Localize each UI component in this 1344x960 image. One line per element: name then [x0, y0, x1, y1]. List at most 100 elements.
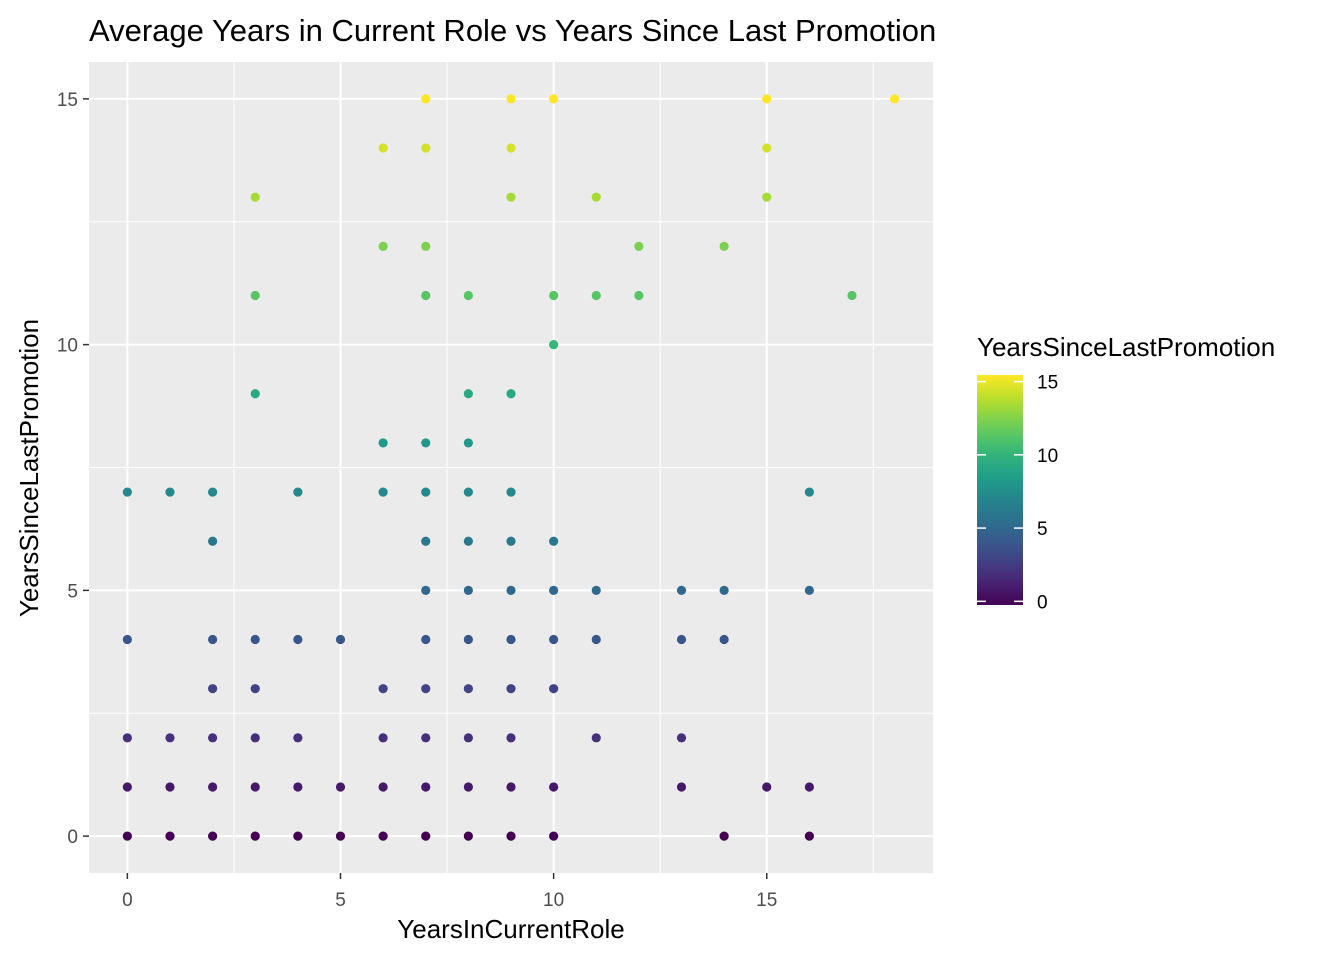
data-point	[250, 192, 260, 202]
y-axis-title: YearsSinceLastPromotion	[14, 319, 44, 617]
data-point	[804, 831, 814, 841]
data-point	[549, 290, 559, 301]
x-tick-label: 0	[122, 890, 133, 911]
data-point	[335, 782, 346, 792]
data-point	[549, 536, 559, 546]
data-point	[463, 733, 473, 743]
data-point	[549, 94, 559, 104]
data-point	[463, 634, 473, 645]
data-point	[421, 487, 431, 497]
data-point	[122, 831, 132, 841]
x-tick-label: 15	[756, 890, 777, 911]
data-point	[719, 634, 729, 645]
data-point	[506, 389, 516, 399]
data-point	[293, 634, 303, 645]
x-axis: 0 5 10 15	[122, 873, 777, 911]
data-point	[378, 782, 388, 792]
data-point	[549, 340, 559, 350]
color-legend: YearsSinceLastPromotion 0 5 10 15	[977, 332, 1275, 613]
data-point	[463, 831, 473, 841]
data-point	[463, 438, 473, 448]
data-point	[506, 634, 516, 645]
data-point	[634, 241, 644, 251]
data-point	[421, 438, 431, 448]
data-point	[463, 782, 473, 792]
data-point	[421, 585, 431, 595]
data-point	[506, 94, 516, 104]
data-point	[506, 733, 516, 743]
data-point	[634, 290, 644, 301]
data-point	[549, 585, 559, 595]
data-point	[208, 684, 218, 694]
data-point	[421, 241, 431, 251]
data-point	[122, 634, 132, 645]
data-point	[549, 634, 559, 645]
data-point	[378, 684, 388, 694]
data-point	[506, 684, 516, 694]
data-point	[591, 634, 601, 645]
data-point	[676, 733, 687, 743]
data-point	[165, 831, 175, 841]
y-axis: 0 5 10 15	[57, 90, 89, 848]
data-point	[804, 487, 814, 497]
data-point	[506, 782, 516, 792]
data-point	[591, 585, 601, 595]
x-tick-label: 10	[543, 890, 564, 911]
data-point	[421, 290, 431, 301]
data-point	[506, 192, 516, 202]
data-point	[250, 684, 260, 694]
data-point	[676, 634, 687, 645]
data-point	[719, 585, 729, 595]
data-point	[463, 389, 473, 399]
data-point	[208, 733, 218, 743]
data-point	[208, 782, 218, 792]
data-point	[208, 634, 218, 645]
data-point	[378, 143, 388, 153]
data-point	[762, 143, 772, 153]
data-point	[250, 733, 260, 743]
data-point	[250, 782, 260, 792]
data-point	[250, 831, 260, 841]
data-point	[165, 782, 175, 792]
legend-tick-label: 15	[1037, 373, 1058, 394]
data-point	[676, 782, 687, 792]
data-point	[463, 536, 473, 546]
data-point	[378, 241, 388, 251]
data-point	[506, 143, 516, 153]
data-point	[719, 241, 729, 251]
legend-tick-label: 0	[1037, 592, 1048, 613]
data-point	[122, 782, 132, 792]
data-point	[250, 290, 260, 301]
data-point	[335, 634, 346, 645]
data-point	[335, 831, 346, 841]
data-point	[421, 782, 431, 792]
data-point	[506, 831, 516, 841]
data-point	[804, 585, 814, 595]
data-point	[378, 487, 388, 497]
data-point	[250, 389, 260, 399]
chart-title: Average Years in Current Role vs Years S…	[89, 13, 936, 48]
legend-tick-label: 5	[1037, 519, 1048, 540]
data-point	[890, 94, 900, 104]
data-point	[676, 585, 687, 595]
data-point	[293, 733, 303, 743]
legend-tick-label: 10	[1037, 446, 1058, 467]
data-point	[506, 487, 516, 497]
data-point	[549, 831, 559, 841]
data-point	[591, 290, 601, 301]
data-point	[591, 733, 601, 743]
y-tick-label: 10	[57, 336, 78, 357]
data-point	[293, 487, 303, 497]
data-point	[549, 782, 559, 792]
data-point	[421, 94, 431, 104]
data-point	[762, 94, 772, 104]
data-point	[463, 684, 473, 694]
data-point	[378, 831, 388, 841]
data-point	[208, 536, 218, 546]
data-point	[378, 733, 388, 743]
data-point	[549, 684, 559, 694]
data-point	[122, 487, 132, 497]
data-point	[122, 733, 132, 743]
data-point	[421, 733, 431, 743]
